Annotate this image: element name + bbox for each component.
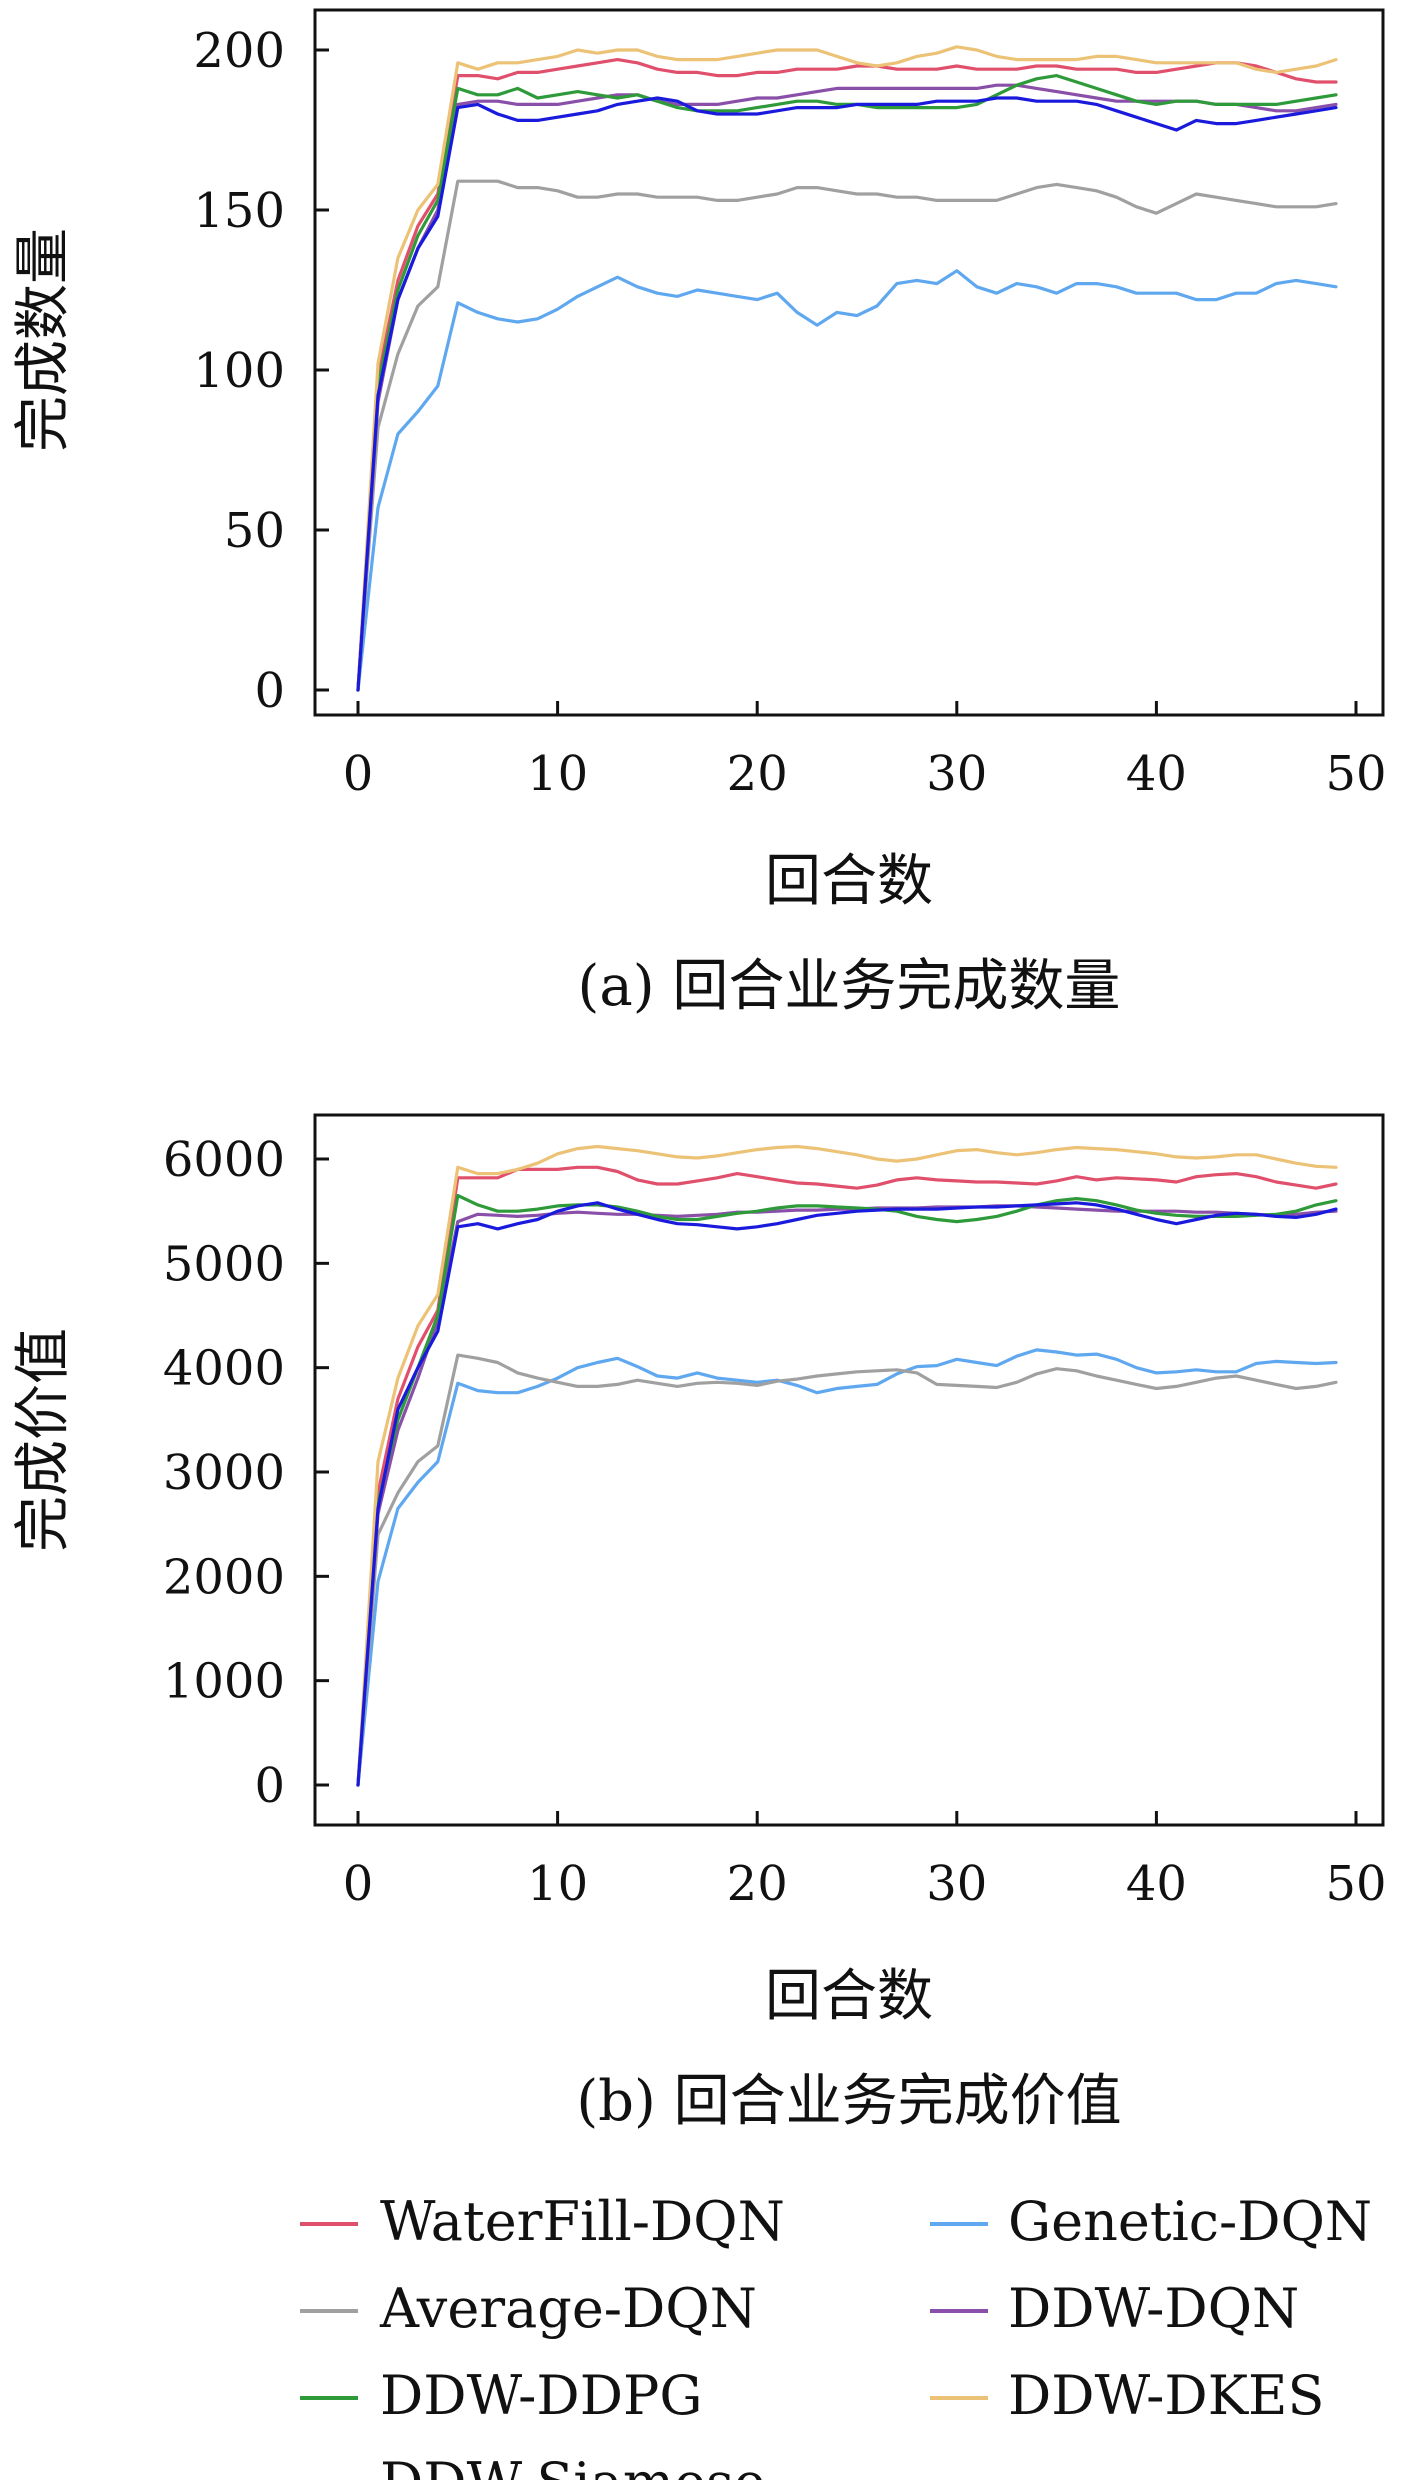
legend-label-ddw-dkes: DDW-DKES — [1008, 2364, 1324, 2427]
series-line-ddw-ddpg-b — [356, 1193, 1338, 1787]
y-tick-label-b: 2000 — [163, 1549, 285, 1605]
legend-label-waterfill-dqn: WaterFill-DQN — [380, 2190, 785, 2253]
legend-entry-waterfill-dqn: WaterFill-DQN — [300, 2190, 785, 2253]
series-line-ddw-siamese-b — [356, 1201, 1338, 1787]
caption-b: (b) 回合业务完成价值 — [576, 2069, 1121, 2134]
x-tick-label-b: 0 — [343, 1856, 374, 1912]
x-tick-label-a: 50 — [1325, 746, 1386, 802]
series-line-ddw-dkes-b — [356, 1144, 1338, 1787]
y-tick-label-b: 0 — [254, 1758, 285, 1814]
x-axis-label-a: 回合数 — [765, 849, 933, 914]
y-axis-label-a: 完成数量 — [11, 228, 76, 452]
x-axis-label-b: 回合数 — [765, 1964, 933, 2029]
series-line-ddw-dqn-a — [356, 83, 1338, 692]
legend-entry-ddw-dkes: DDW-DKES — [930, 2364, 1324, 2427]
x-tick-label-a: 10 — [527, 746, 588, 802]
x-tick-label-a: 20 — [727, 746, 788, 802]
series-line-genetic-dqn-a — [356, 269, 1338, 692]
series-line-ddw-ddpg-a — [356, 74, 1338, 692]
legend-label-genetic-dqn: Genetic-DQN — [1008, 2190, 1372, 2253]
series-line-average-dqn-b — [356, 1353, 1338, 1787]
legend-label-average-dqn: Average-DQN — [379, 2277, 757, 2340]
series-line-ddw-siamese-a — [356, 96, 1338, 692]
legend-label-ddw-ddpg: DDW-DDPG — [380, 2364, 702, 2427]
y-tick-label-b: 6000 — [163, 1132, 285, 1188]
x-tick-label-a: 0 — [343, 746, 374, 802]
y-tick-label-b: 4000 — [163, 1341, 285, 1397]
y-axis-label-b: 完成价值 — [11, 1328, 76, 1552]
series-line-genetic-dqn-b — [356, 1348, 1338, 1787]
legend-entry-genetic-dqn: Genetic-DQN — [930, 2190, 1372, 2253]
chart-panel-b: 0 10 20 30 40 50 0 1000 2000 3000 4000 5000 6000 完成价… — [11, 1113, 1387, 2134]
legend-entry-average-dqn: Average-DQN — [300, 2277, 757, 2340]
y-tick-label-b: 5000 — [163, 1236, 285, 1292]
y-tick-label-a: 100 — [193, 343, 285, 399]
y-tick-label-a: 0 — [254, 663, 285, 719]
y-tick-label-a: 150 — [193, 183, 285, 239]
legend-entry-ddw-dqn: DDW-DQN — [930, 2277, 1299, 2340]
y-tick-label-a: 200 — [193, 23, 285, 79]
y-tick-label-b: 3000 — [163, 1445, 285, 1501]
chart-panel-a: 0 10 20 30 40 50 0 50 100 150 200 完成数量 回合数 (a) 回合业… — [11, 8, 1387, 1019]
x-tick-label-b: 50 — [1325, 1856, 1386, 1912]
series-line-ddw-dkes-a — [356, 45, 1338, 692]
x-tick-label-a: 30 — [926, 746, 987, 802]
legend-entry-ddw-ddpg: DDW-DDPG — [300, 2364, 702, 2427]
x-tick-label-b: 30 — [926, 1856, 987, 1912]
x-tick-label-b: 40 — [1126, 1856, 1187, 1912]
caption-a: (a) 回合业务完成数量 — [578, 954, 1121, 1019]
legend-label-ddw-siamese: DDW-Siamese — [380, 2451, 766, 2480]
x-tick-label-b: 10 — [527, 1856, 588, 1912]
plot-frame-b — [313, 1113, 1385, 1827]
series-line-average-dqn-a — [356, 179, 1338, 692]
legend: WaterFill-DQN Genetic-DQN Average-DQN DDW-D… — [300, 2190, 1372, 2480]
x-tick-label-b: 20 — [727, 1856, 788, 1912]
x-tick-label-a: 40 — [1126, 746, 1187, 802]
series-line-waterfill-dqn-a — [356, 58, 1338, 692]
series-line-waterfill-dqn-b — [356, 1165, 1338, 1787]
legend-label-ddw-dqn: DDW-DQN — [1008, 2277, 1299, 2340]
y-tick-label-a: 50 — [224, 503, 285, 559]
plot-frame-a — [313, 8, 1385, 717]
legend-entry-ddw-siamese: DDW-Siamese — [380, 2451, 766, 2480]
series-line-ddw-dqn-b — [356, 1204, 1338, 1787]
y-tick-label-b: 1000 — [163, 1654, 285, 1710]
